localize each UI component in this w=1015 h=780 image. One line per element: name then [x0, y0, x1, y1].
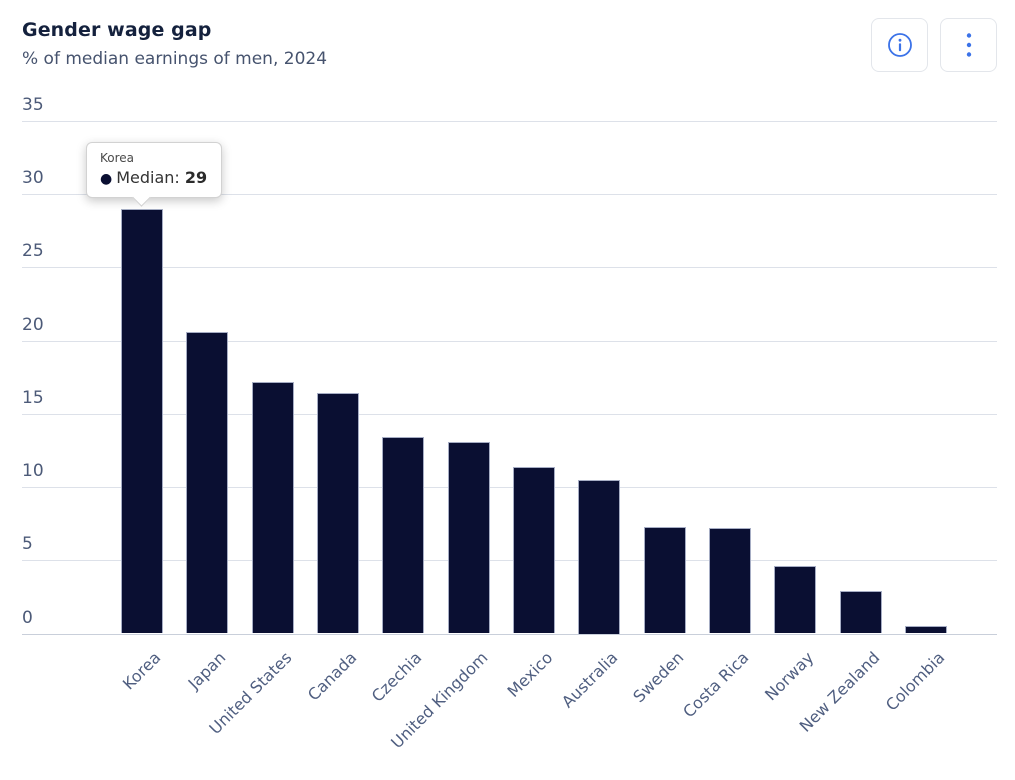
bar-united-states[interactable] — [251, 381, 294, 634]
bar-united-kingdom[interactable] — [447, 441, 490, 634]
bar-canada[interactable] — [316, 393, 359, 634]
y-axis-tick-label: 10 — [22, 461, 44, 482]
bar-new-zealand[interactable] — [839, 591, 882, 634]
bar-colombia[interactable] — [905, 626, 947, 634]
bar-korea[interactable] — [120, 208, 163, 634]
bar-norway[interactable] — [774, 566, 817, 634]
x-axis-tick-label: Australia — [558, 648, 622, 712]
chart-toolbar — [871, 18, 997, 72]
x-axis-tick-label: Norway — [761, 648, 818, 705]
x-axis-tick-label: Mexico — [503, 648, 557, 701]
bar-costa-rica[interactable] — [708, 528, 751, 634]
bar-sweden[interactable] — [643, 526, 686, 634]
gridline — [22, 194, 997, 196]
x-axis-tick-label: Korea — [118, 648, 165, 694]
x-axis-tick-label: Sweden — [628, 648, 688, 707]
x-axis-tick-label: Costa Rica — [679, 648, 753, 722]
bar-mexico[interactable] — [512, 466, 555, 634]
info-button[interactable] — [871, 18, 928, 72]
bar-japan[interactable] — [186, 331, 229, 634]
tooltip: Korea ● Median: 29 — [86, 142, 223, 207]
chart-title: Gender wage gap — [22, 19, 212, 41]
gridline — [22, 340, 997, 342]
y-axis-tick-label: 20 — [22, 314, 44, 335]
x-axis-line — [22, 633, 997, 635]
y-axis-tick-label: 15 — [22, 387, 44, 408]
tooltip-category: Korea — [100, 151, 135, 165]
gridline — [22, 413, 997, 415]
gridline — [22, 121, 997, 122]
info-icon — [887, 32, 913, 58]
y-axis-tick-label: 35 — [22, 95, 44, 115]
y-axis-tick-label: 30 — [22, 168, 44, 189]
x-axis-tick-label: Canada — [303, 648, 361, 705]
bar-australia[interactable] — [578, 479, 621, 634]
tooltip-value: 29 — [184, 168, 208, 187]
bar-czechia[interactable] — [382, 437, 425, 634]
chart-subtitle: % of median earnings of men, 2024 — [22, 49, 328, 69]
tooltip-series-line: ● Median: 29 — [100, 168, 207, 187]
x-axis-tick-label: Japan — [184, 648, 230, 693]
x-axis-tick-label: Colombia — [881, 648, 949, 715]
gridline — [22, 560, 997, 562]
x-axis-tick-label: Czechia — [367, 648, 426, 706]
tooltip-series-label: Median: — [116, 168, 180, 187]
kebab-menu-icon — [965, 31, 973, 59]
y-axis-tick-label: 5 — [22, 534, 33, 555]
series-marker-dot: ● — [100, 171, 113, 187]
gridline — [22, 267, 997, 269]
menu-button[interactable] — [940, 18, 997, 72]
y-axis-tick-label: 0 — [22, 607, 33, 628]
gridline — [22, 487, 997, 489]
y-axis-tick-label: 25 — [22, 241, 44, 262]
